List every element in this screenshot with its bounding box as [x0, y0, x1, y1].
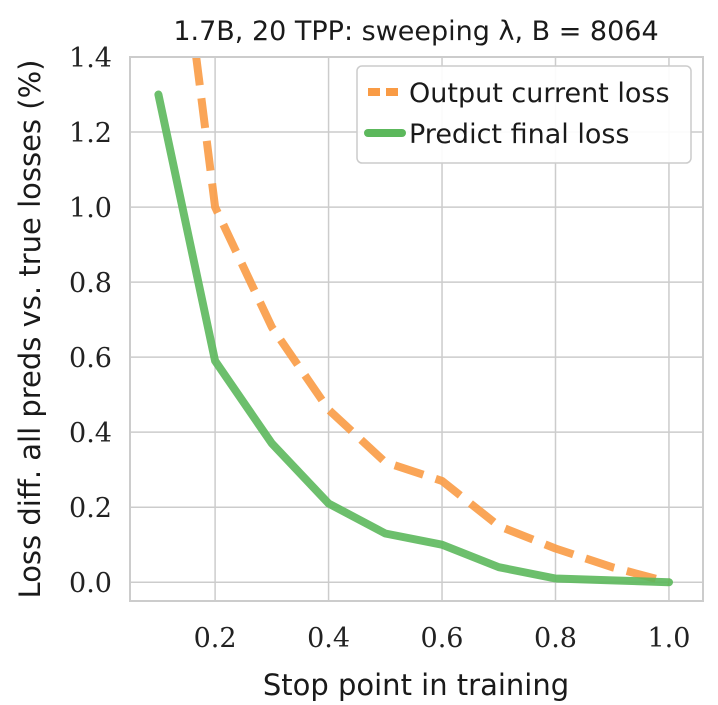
y-tick-label: 0.4 — [69, 418, 112, 449]
x-tick-label: 0.4 — [307, 623, 350, 654]
y-tick-label: 0.2 — [69, 493, 112, 524]
x-axis-label: Stop point in training — [263, 668, 569, 702]
y-tick-label: 0.8 — [69, 268, 112, 299]
series-line-predict-final-loss — [154, 90, 673, 587]
chart-title: 1.7B, 20 TPP: sweeping λ, B = 8064 — [173, 16, 658, 47]
legend-label-predict-final-loss: Predict final loss — [409, 119, 629, 150]
series-line-output-current-loss — [192, 57, 671, 587]
x-tick-label: 0.2 — [194, 623, 237, 654]
series-layer — [154, 57, 673, 587]
legend: Output current loss Predict final loss — [356, 65, 692, 164]
x-tick-label: 1.0 — [647, 623, 690, 654]
x-tick-label: 0.6 — [421, 623, 464, 654]
y-tick-label: 1.0 — [69, 193, 112, 224]
plot-frame — [129, 56, 704, 602]
y-tick-label: 1.4 — [69, 43, 112, 74]
y-tick-label: 1.2 — [69, 118, 112, 149]
x-tick-label: 0.8 — [534, 623, 577, 654]
y-tick-label: 0.0 — [69, 568, 112, 599]
legend-box — [356, 65, 692, 164]
y-axis-label: Loss diff. all preds vs. true losses (%) — [13, 60, 47, 599]
ticks: 0.2 0.4 0.6 0.8 1.0 0.0 0.2 0.4 0.6 0.8 1.0 1.2 1.4 — [69, 43, 690, 654]
y-tick-label: 0.6 — [69, 343, 112, 374]
legend-label-output-current-loss: Output current loss — [409, 78, 670, 109]
